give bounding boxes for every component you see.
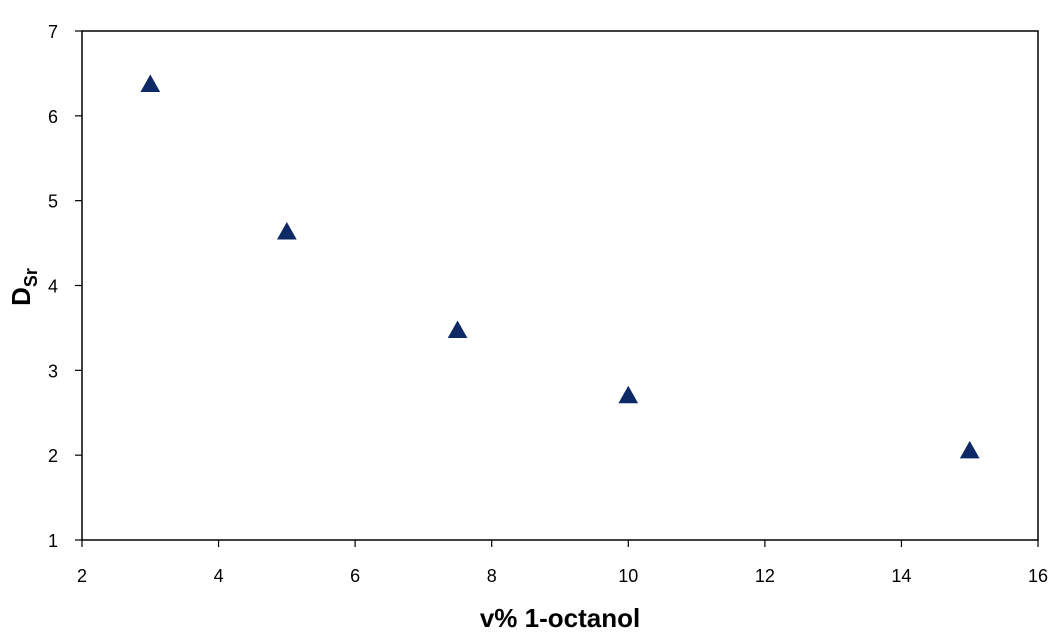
- x-tick-label: 8: [487, 566, 497, 586]
- x-tick-label: 16: [1028, 566, 1048, 586]
- y-tick-label: 7: [48, 22, 58, 42]
- x-axis-title: v% 1-octanol: [480, 603, 640, 633]
- y-axis-ticks: 1 2 3 4 5 6 7: [48, 22, 82, 551]
- data-point-triangle: [959, 440, 980, 459]
- y-tick-label: 6: [48, 107, 58, 127]
- x-axis-ticks: 2 4 6 8 10 12 14 16: [77, 540, 1048, 586]
- y-tick-label: 5: [48, 192, 58, 212]
- plot-area: [81, 30, 1039, 541]
- x-tick-label: 6: [350, 566, 360, 586]
- x-tick-label: 2: [77, 566, 87, 586]
- x-tick-label: 4: [214, 566, 224, 586]
- y-tick-label: 2: [48, 446, 58, 466]
- x-tick-label: 14: [891, 566, 911, 586]
- y-axis-title-subscript: Sr: [21, 268, 41, 287]
- data-point-triangle: [277, 222, 297, 240]
- x-tick-label: 10: [618, 566, 638, 586]
- x-tick-label: 12: [755, 566, 775, 586]
- y-tick-label: 3: [48, 361, 58, 381]
- y-axis-title: DSr: [6, 268, 41, 306]
- y-tick-label: 4: [48, 277, 58, 297]
- data-point-triangle: [447, 320, 468, 338]
- y-tick-label: 1: [48, 531, 58, 551]
- y-axis-title-main: D: [6, 287, 36, 306]
- data-points: [140, 74, 980, 459]
- data-point-triangle: [618, 385, 639, 404]
- data-point-triangle: [140, 74, 161, 92]
